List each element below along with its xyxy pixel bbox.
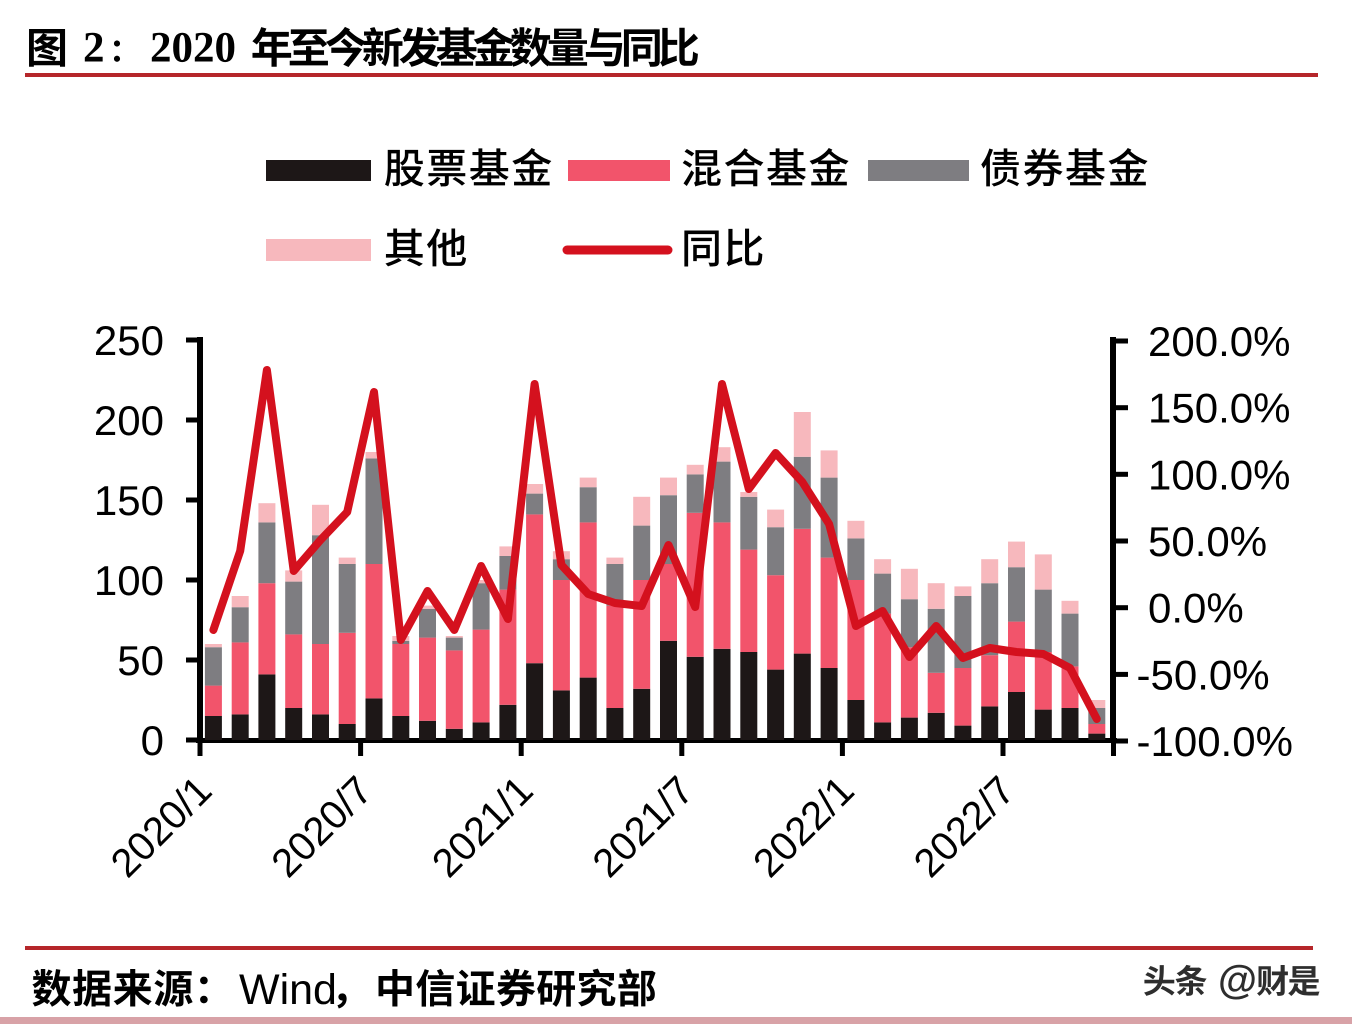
svg-text:200: 200 — [94, 397, 164, 444]
svg-text:2022/7: 2022/7 — [906, 768, 1024, 886]
svg-text:100.0%: 100.0% — [1148, 451, 1290, 498]
svg-text:-100.0%: -100.0% — [1137, 718, 1293, 765]
svg-text:2021/1: 2021/1 — [424, 768, 542, 886]
svg-text:2020: 2020 — [150, 25, 236, 72]
svg-text:2020/1: 2020/1 — [103, 768, 221, 886]
svg-text:2022/1: 2022/1 — [745, 768, 863, 886]
svg-text:2: 2 — [83, 25, 105, 72]
svg-text:2020/7: 2020/7 — [263, 768, 381, 886]
svg-text:Wind: Wind — [239, 966, 337, 1014]
svg-text:50.0%: 50.0% — [1148, 518, 1267, 565]
svg-text:-50.0%: -50.0% — [1137, 651, 1270, 698]
svg-text:250: 250 — [94, 317, 164, 364]
svg-text:50: 50 — [117, 637, 164, 684]
svg-text:200.0%: 200.0% — [1148, 318, 1290, 365]
svg-text:2021/7: 2021/7 — [585, 768, 703, 886]
svg-text:100: 100 — [94, 557, 164, 604]
svg-text:150.0%: 150.0% — [1148, 385, 1290, 432]
svg-text:@: @ — [1218, 958, 1257, 1002]
svg-text:0.0%: 0.0% — [1148, 585, 1244, 632]
svg-text:0: 0 — [141, 717, 164, 764]
svg-text:150: 150 — [94, 477, 164, 524]
